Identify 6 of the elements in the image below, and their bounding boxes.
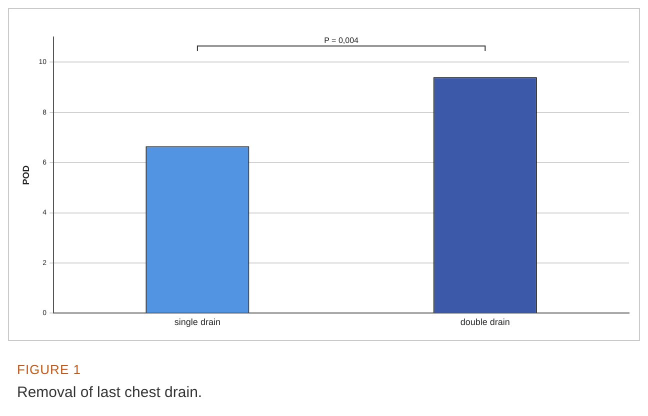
x-tick-label: single drain <box>174 317 220 328</box>
y-axis-title: POD <box>20 164 31 185</box>
text: Removal of last chest drain. <box>17 384 202 401</box>
x-tick-label: double drain <box>460 317 510 328</box>
annotation: P = 0,004 <box>324 36 360 46</box>
caption: FIGURE 1 <box>17 362 81 377</box>
